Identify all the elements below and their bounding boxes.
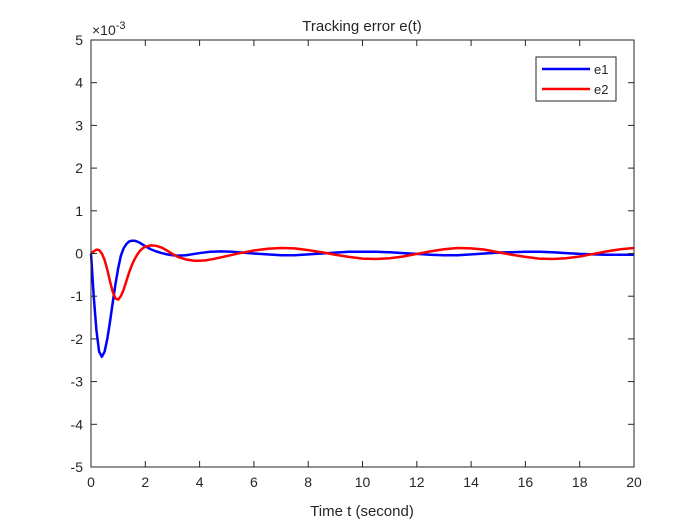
x-axis-label: Time t (second) xyxy=(310,503,414,520)
y-tick-label: -1 xyxy=(71,288,84,304)
x-tick-label: 12 xyxy=(409,474,425,490)
y-tick-label: 3 xyxy=(75,117,83,133)
y-tick-label: -4 xyxy=(71,416,84,432)
legend-label-e1: e1 xyxy=(594,62,608,77)
x-tick-label: 8 xyxy=(304,474,312,490)
legend-label-e2: e2 xyxy=(594,82,608,97)
y-exponent-power: -3 xyxy=(116,20,126,32)
x-tick-label: 2 xyxy=(141,474,149,490)
y-tick-label: 1 xyxy=(75,203,83,219)
legend: e1 e2 xyxy=(536,57,616,101)
y-tick-label: 2 xyxy=(75,160,83,176)
y-tick-label: -3 xyxy=(71,374,84,390)
y-tick-label: 4 xyxy=(75,75,83,91)
x-tick-label: 16 xyxy=(518,474,534,490)
y-tick-label: -5 xyxy=(71,459,84,475)
y-tick-label: 0 xyxy=(75,246,83,262)
y-tick-label: 5 xyxy=(75,32,83,48)
y-exponent-base: ×10 xyxy=(92,22,116,38)
chart-title: Tracking error e(t) xyxy=(302,18,421,35)
x-tick-label: 18 xyxy=(572,474,588,490)
x-tick-label: 20 xyxy=(626,474,642,490)
y-tick-label: -2 xyxy=(71,331,84,347)
x-tick-label: 0 xyxy=(87,474,95,490)
x-tick-label: 14 xyxy=(463,474,479,490)
x-tick-label: 10 xyxy=(355,474,371,490)
x-tick-label: 6 xyxy=(250,474,258,490)
x-tick-label: 4 xyxy=(196,474,204,490)
